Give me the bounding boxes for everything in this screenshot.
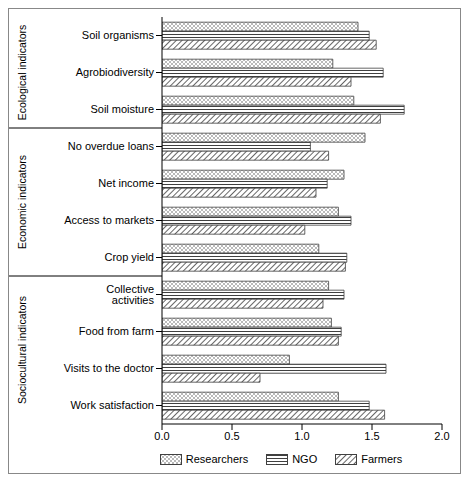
svg-text:Access to markets: Access to markets	[64, 214, 154, 226]
svg-text:Sociocultural indicators: Sociocultural indicators	[16, 296, 28, 404]
svg-text:Collectiveactivities: Collectiveactivities	[106, 283, 154, 306]
svg-text:Economic indicators: Economic indicators	[16, 155, 28, 249]
svg-text:Ecological indicators: Ecological indicators	[16, 25, 28, 121]
svg-text:Work satisfaction: Work satisfaction	[70, 399, 154, 411]
svg-text:Visits to the doctor: Visits to the doctor	[64, 362, 155, 374]
svg-text:Soil moisture: Soil moisture	[90, 103, 154, 115]
svg-text:Crop yield: Crop yield	[104, 251, 154, 263]
svg-text:Food from farm: Food from farm	[79, 325, 154, 337]
svg-text:0.0: 0.0	[154, 430, 169, 442]
svg-text:2.0: 2.0	[434, 430, 449, 442]
html-text:Researchers: Researchers	[185, 453, 249, 465]
svg-text:Agrobiodiversity: Agrobiodiversity	[76, 66, 155, 78]
html-text:NGO: NGO	[292, 453, 318, 465]
svg-text:1.5: 1.5	[364, 430, 379, 442]
svg-text:Soil organisms: Soil organisms	[82, 29, 155, 41]
svg-text:1.0: 1.0	[294, 430, 309, 442]
svg-text:No overdue loans: No overdue loans	[68, 140, 155, 152]
svg-text:Net income: Net income	[98, 177, 154, 189]
html-text:Farmers: Farmers	[361, 453, 403, 465]
svg-text:0.5: 0.5	[224, 430, 239, 442]
